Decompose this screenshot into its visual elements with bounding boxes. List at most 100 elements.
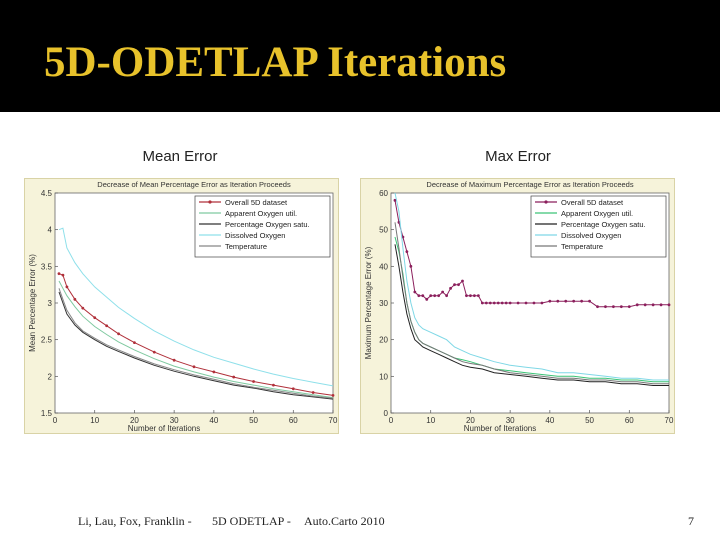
- data-point: [469, 294, 472, 298]
- x-tick-label: 60: [625, 416, 634, 425]
- x-tick-label: 0: [53, 416, 58, 425]
- data-point: [564, 299, 568, 303]
- y-tick-label: 40: [379, 262, 388, 271]
- title-bar: [0, 0, 720, 112]
- data-point: [457, 283, 460, 287]
- data-point: [433, 294, 437, 298]
- legend-box: [194, 195, 331, 258]
- data-point: [441, 290, 445, 294]
- data-point: [331, 394, 335, 397]
- y-tick-label: 30: [379, 299, 388, 308]
- data-point: [252, 380, 255, 383]
- data-point: [461, 279, 464, 283]
- chart-title: Decrease of Maximum Percentage Error as …: [426, 180, 633, 189]
- data-point: [81, 306, 85, 310]
- data-point: [429, 294, 433, 298]
- data-point: [516, 301, 520, 305]
- data-point: [612, 305, 615, 309]
- data-point: [476, 294, 480, 298]
- data-point: [480, 301, 484, 305]
- data-point: [212, 370, 216, 374]
- data-point: [417, 294, 421, 298]
- data-point: [667, 303, 671, 307]
- data-point: [635, 303, 639, 307]
- x-axis-label: Number of Iterations: [128, 424, 200, 433]
- x-tick-label: 50: [585, 416, 594, 425]
- data-point: [465, 294, 468, 298]
- data-point: [421, 294, 425, 298]
- page-number: 7: [688, 514, 694, 528]
- footer-venue: Auto.Carto 2010: [304, 514, 385, 528]
- data-point: [524, 301, 528, 305]
- data-point: [192, 365, 196, 369]
- series-line-2: [394, 244, 669, 386]
- data-point: [659, 303, 663, 307]
- y-tick-label: 2: [48, 372, 53, 381]
- data-point: [393, 198, 397, 202]
- legend-label-2: Percentage Oxygen satu.: [225, 220, 310, 229]
- legend-label-4: Temperature: [561, 242, 603, 251]
- y-axis-label: Maximum Percentage Error (%): [364, 246, 373, 359]
- y-tick-label: 3.5: [41, 262, 53, 271]
- legend-marker: [208, 200, 212, 204]
- data-point: [643, 303, 647, 307]
- legend-label-3: Dissolved Oxygen: [561, 231, 621, 240]
- legend-label-1: Apparent Oxygen util.: [561, 209, 633, 218]
- y-tick-label: 1.5: [41, 409, 53, 418]
- max-error-chart: Decrease of Maximum Percentage Error as …: [364, 180, 674, 433]
- x-tick-label: 70: [665, 416, 674, 425]
- x-tick-label: 50: [249, 416, 258, 425]
- y-tick-label: 20: [379, 336, 388, 345]
- legend-label-0: Overall 5D dataset: [561, 198, 624, 207]
- data-point: [61, 273, 65, 277]
- data-point: [596, 305, 599, 309]
- data-point: [580, 299, 584, 303]
- x-tick-label: 40: [209, 416, 218, 425]
- series-line-1: [58, 280, 334, 399]
- data-point: [651, 303, 655, 307]
- legend-label-0: Overall 5D dataset: [225, 198, 288, 207]
- x-tick-label: 60: [289, 416, 298, 425]
- data-point: [73, 297, 77, 301]
- x-tick-label: 30: [506, 416, 515, 425]
- data-point: [93, 316, 97, 320]
- data-point: [473, 294, 476, 298]
- y-tick-label: 2.5: [41, 336, 53, 345]
- data-point: [409, 264, 413, 268]
- x-tick-label: 40: [545, 416, 554, 425]
- data-point: [532, 301, 536, 305]
- data-point: [496, 301, 500, 305]
- legend-label-3: Dissolved Oxygen: [225, 231, 285, 240]
- data-point: [291, 387, 295, 391]
- footer-project: 5D ODETLAP -: [212, 514, 291, 528]
- y-tick-label: 60: [379, 189, 388, 198]
- data-point: [540, 301, 544, 305]
- data-point: [453, 283, 456, 287]
- data-point: [133, 341, 136, 344]
- footer-authors: Li, Lau, Fox, Franklin -: [78, 514, 192, 528]
- data-point: [172, 358, 176, 362]
- data-point: [504, 301, 508, 305]
- data-point: [588, 299, 591, 303]
- legend-label-4: Temperature: [225, 242, 267, 251]
- max-error-plot: Decrease of Maximum Percentage Error as …: [360, 178, 675, 434]
- data-point: [619, 305, 623, 309]
- series-line-4: [58, 288, 334, 399]
- data-point: [272, 383, 275, 387]
- data-point: [445, 294, 448, 298]
- mean-error-plot: Decrease of Mean Percentage Error as Ite…: [24, 178, 339, 434]
- y-tick-label: 50: [379, 226, 388, 235]
- series-line-2: [58, 291, 334, 400]
- data-point: [311, 391, 315, 394]
- data-point: [484, 301, 488, 305]
- data-point: [152, 350, 156, 354]
- series-line-3: [394, 192, 669, 381]
- data-point: [57, 272, 61, 276]
- x-tick-label: 20: [466, 416, 475, 425]
- y-tick-label: 3: [48, 299, 53, 308]
- data-point: [548, 299, 552, 303]
- slide-title: 5D-ODETLAP Iterations: [44, 39, 507, 86]
- y-tick-label: 4: [48, 226, 53, 235]
- data-point: [65, 285, 69, 289]
- data-point: [627, 305, 631, 309]
